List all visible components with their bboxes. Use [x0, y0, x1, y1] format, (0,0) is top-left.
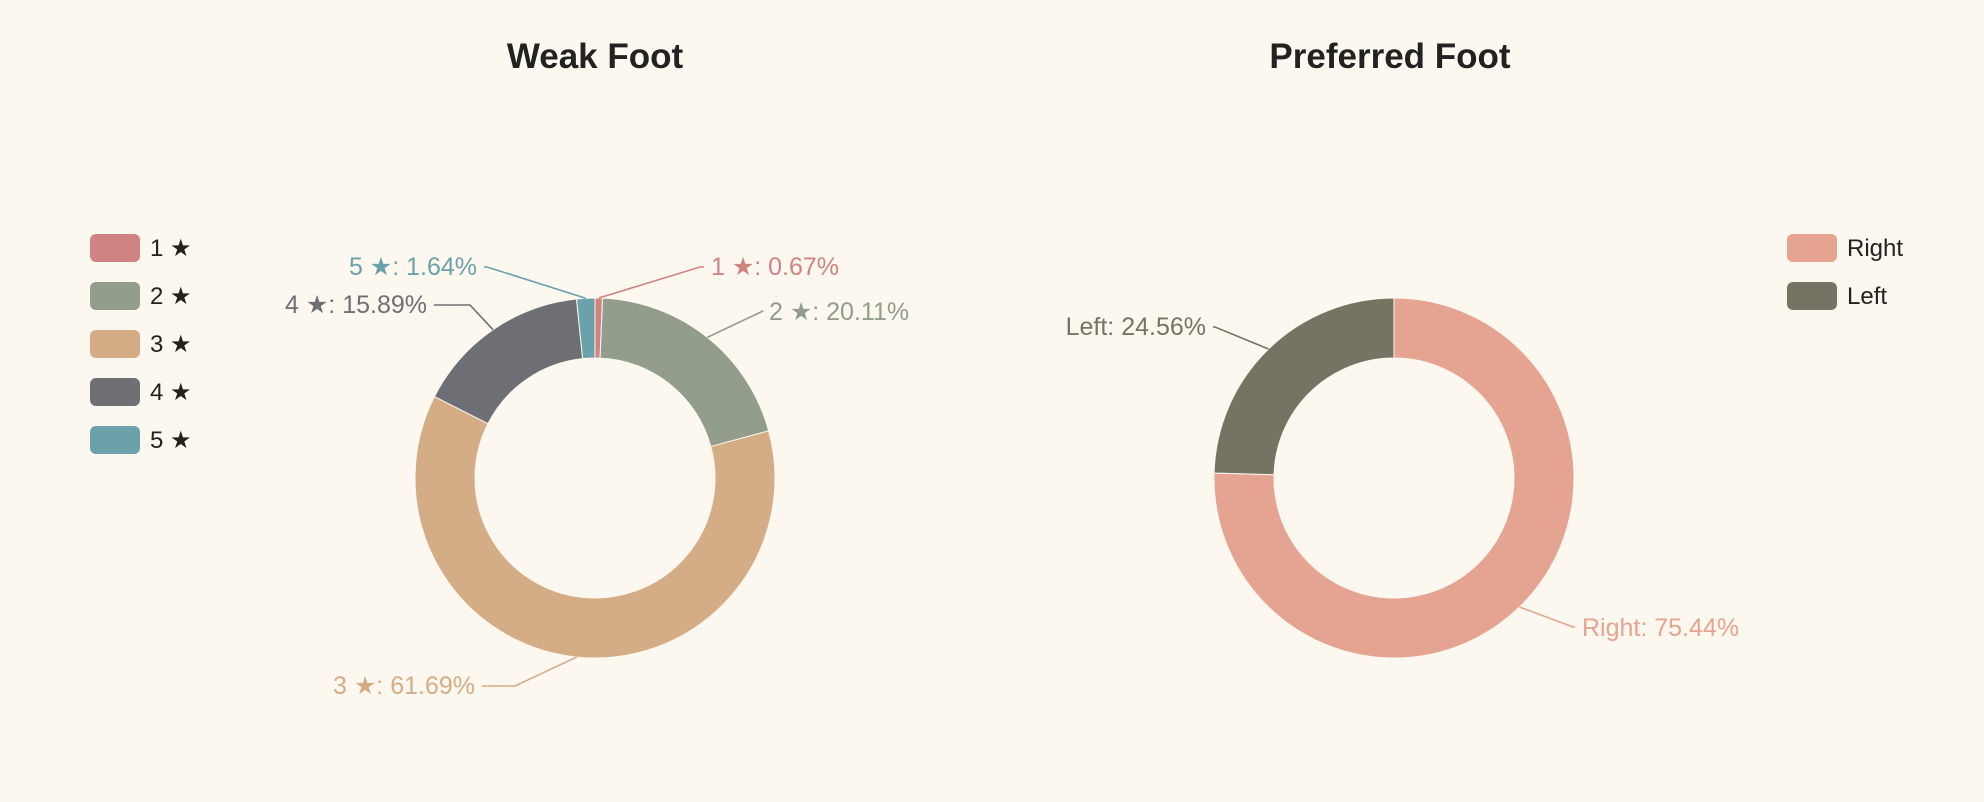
- weak-foot-legend-label-2-star: 2 ★: [150, 283, 192, 310]
- preferred-foot-legend-item-right[interactable]: Right: [1787, 234, 1903, 262]
- preferred-foot-label-left: Left: 24.56%: [1066, 313, 1206, 341]
- preferred-foot-leader-line-left: [1213, 326, 1269, 350]
- weak-foot-slice-5-star[interactable]: [575, 297, 596, 360]
- weak-foot-slices: [414, 297, 776, 659]
- weak-foot-label-2-star: 2 ★: 20.11%: [769, 298, 909, 326]
- weak-foot-slice-3-star[interactable]: [414, 395, 776, 659]
- weak-foot-label-5-star: 5 ★: 1.64%: [349, 253, 477, 281]
- preferred-foot-title: Preferred Foot: [1269, 37, 1510, 76]
- weak-foot-leader-line-4-star: [434, 304, 494, 331]
- weak-foot-legend-swatch-2-star: [90, 282, 140, 310]
- weak-foot-legend-item-3-star[interactable]: 3 ★: [90, 330, 192, 358]
- weak-foot-legend-swatch-1-star: [90, 234, 140, 262]
- preferred-foot-legend-label-right: Right: [1847, 235, 1903, 262]
- weak-foot-leader-line-5-star: [484, 266, 586, 300]
- preferred-foot-chart: Preferred Foot Right: 75.44% Left: 24.56%…: [1066, 37, 1903, 659]
- weak-foot-legend-item-1-star[interactable]: 1 ★: [90, 234, 192, 262]
- weak-foot-leader-line-3-star: [482, 656, 577, 687]
- weak-foot-legend[interactable]: 1 ★ 2 ★ 3 ★ 4 ★ 5 ★: [90, 234, 192, 454]
- weak-foot-chart: Weak Foot 1 ★: 0.67% 2 ★: 20.11% 3 ★: 61.6…: [90, 37, 909, 700]
- preferred-foot-slices: [1213, 297, 1575, 659]
- preferred-foot-legend-label-left: Left: [1847, 283, 1887, 310]
- weak-foot-slice-4-star[interactable]: [433, 298, 584, 425]
- weak-foot-legend-label-3-star: 3 ★: [150, 331, 192, 358]
- preferred-foot-legend-swatch-right: [1787, 234, 1837, 262]
- preferred-foot-legend-swatch-left: [1787, 282, 1837, 310]
- weak-foot-legend-swatch-5-star: [90, 426, 140, 454]
- weak-foot-legend-item-5-star[interactable]: 5 ★: [90, 426, 192, 454]
- weak-foot-label-4-star: 4 ★: 15.89%: [285, 291, 427, 319]
- weak-foot-label-1-star: 1 ★: 0.67%: [711, 253, 839, 281]
- weak-foot-legend-label-4-star: 4 ★: [150, 379, 192, 406]
- weak-foot-title: Weak Foot: [507, 37, 684, 76]
- preferred-foot-legend-item-left[interactable]: Left: [1787, 282, 1887, 310]
- weak-foot-legend-label-1-star: 1 ★: [150, 235, 192, 262]
- weak-foot-legend-label-5-star: 5 ★: [150, 427, 192, 454]
- preferred-foot-label-right: Right: 75.44%: [1582, 614, 1739, 642]
- preferred-foot-legend[interactable]: Right Left: [1787, 234, 1903, 310]
- weak-foot-legend-item-4-star[interactable]: 4 ★: [90, 378, 192, 406]
- preferred-foot-slice-right[interactable]: [1213, 297, 1575, 659]
- weak-foot-legend-swatch-4-star: [90, 378, 140, 406]
- preferred-foot-leader-line-right: [1519, 606, 1575, 628]
- preferred-foot-labels: Right: 75.44% Left: 24.56%: [1066, 313, 1739, 642]
- weak-foot-leader-line-2-star: [706, 310, 764, 339]
- weak-foot-label-3-star: 3 ★: 61.69%: [333, 672, 475, 700]
- weak-foot-legend-swatch-3-star: [90, 330, 140, 358]
- weak-foot-leader-line-1-star: [598, 266, 704, 299]
- weak-foot-labels: 1 ★: 0.67% 2 ★: 20.11% 3 ★: 61.69% 4 ★: 15.…: [285, 253, 909, 700]
- weak-foot-legend-item-2-star[interactable]: 2 ★: [90, 282, 192, 310]
- preferred-foot-slice-left[interactable]: [1213, 297, 1395, 476]
